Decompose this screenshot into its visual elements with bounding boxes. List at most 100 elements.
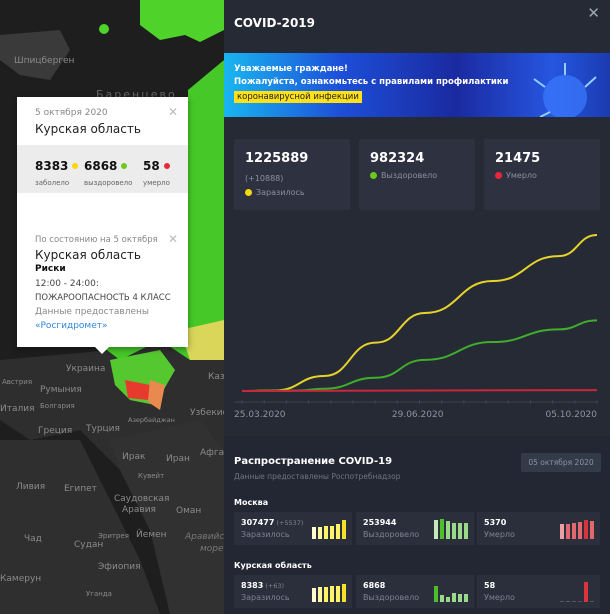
mini-bar [464,523,468,539]
close-icon[interactable]: ✕ [587,4,600,22]
map-label: Каз [208,372,224,382]
total-infected-delta: (+10888) [245,174,284,183]
risk-text: ПОЖАРООПАСНОСТЬ 4 КЛАСС [35,293,171,303]
mini-bar [336,586,340,602]
map-canvas[interactable] [0,0,224,614]
mini-bar [324,587,328,602]
map-label: Аравийское [185,532,224,542]
map-label: Чад [24,534,42,544]
region-popup: 5 октября 2020 Курская область ✕ 8383 заб… [17,97,188,354]
map-label: Эфиопия [98,562,141,572]
mini-bar [590,601,594,602]
map[interactable]: Шпицберген Баренцево Украина Австрия Рум… [0,0,224,614]
map-label: Румыния [40,385,82,395]
stat-label: Заразилось [241,530,290,539]
x-tick-label: 25.03.2020 [234,410,286,420]
total-recovered-value: 982324 [370,151,425,166]
mini-bar [312,588,316,602]
total-deaths-value: 21475 [495,151,541,166]
total-infected-label: Заразилось [245,188,305,197]
map-label: Австрия [2,378,33,386]
mini-bar [590,521,594,539]
section-subtitle: Данные предоставлены Роспотребнадзор [234,472,401,481]
region-stat-card: 5370 Умерло [477,512,600,545]
panel-title: COVID-2019 [234,16,315,30]
series-line-deaths [241,389,598,392]
prevention-banner[interactable]: Уважаемые граждане! Пожалуйста, ознакомь… [224,53,610,117]
virus-icon [533,63,597,117]
banner-line1: Уважаемые граждане! [234,64,348,74]
map-label: Иран [166,454,190,464]
mini-bar [434,520,438,539]
map-label: Египет [64,484,97,494]
stat-label: Умерло [484,593,515,602]
mini-bar [578,601,582,602]
mini-bar [560,601,564,602]
green-dot-icon [121,163,128,169]
mini-bar [342,584,346,602]
yellow-dot-icon [245,189,252,196]
map-label: Кувейт [138,472,165,480]
mini-bar-chart [312,519,346,539]
date-selector[interactable]: 05 октября 2020 [521,453,601,472]
region-stat-card: 307477 (+5537) Заразилось [234,512,352,545]
total-recovered-card: 982324 Выздоровело [359,139,475,210]
region-stat-card: 253944 Выздоровело [356,512,474,545]
mini-bar [566,524,570,539]
mini-bar [572,523,576,539]
series-line-infected [241,234,598,392]
total-deaths-label: Умерло [495,171,537,180]
map-label: Уганда [86,590,112,598]
total-infected-value: 1225889 [245,151,309,166]
map-label: Шпицберген [14,56,75,66]
source-label: Данные предоставлены [35,307,149,317]
mini-bar [330,586,334,602]
mini-bar-chart [312,582,346,602]
map-label: Ливия [16,482,46,492]
red-dot-icon [163,163,170,169]
map-label: Эритрея [98,532,129,540]
risk-heading: Риски [35,264,66,274]
stat-value: 253944 [363,518,397,527]
mini-bar [560,524,564,539]
popup-region: Курская область [35,122,141,136]
red-dot-icon [495,172,502,179]
mini-bar [336,524,340,539]
mini-bar [330,526,334,539]
stat-label: Выздоровело [363,593,420,602]
region-stat-card: 58 Умерло [477,575,600,608]
map-label: Азербайджан [128,416,175,424]
popup-close-button[interactable]: ✕ [167,105,178,119]
map-label: Афган [200,448,224,458]
mini-bar [464,594,468,602]
stat-label: Умерло [484,530,515,539]
risk-close-button[interactable]: ✕ [167,232,178,246]
mini-bar-chart [560,582,594,602]
mini-bar-chart [434,582,468,602]
risk-region: Курская область [35,248,141,262]
stat-value: 307477 (+5537) [241,518,304,527]
popup-stat-recovered: 6868 выздоровело [84,159,133,187]
mini-bar [318,587,322,602]
map-label: Аравия [122,505,156,515]
cases-chart[interactable]: 25.03.2020 29.06.2020 05.10.2020 [224,220,610,425]
map-label: Судан [74,540,104,550]
region-stat-card: 6868 Выздоровело [356,575,474,608]
mini-bar [324,526,328,539]
map-label: Ирак [122,452,146,462]
mini-bar [566,601,570,602]
total-deaths-card: 21475 Умерло [484,139,600,210]
mini-bar [578,522,582,539]
stat-label: Выздоровело [363,530,420,539]
series-line-recovered [241,319,598,392]
mini-bar [452,523,456,539]
map-label: Греция [38,426,73,436]
x-tick-label: 05.10.2020 [545,410,597,420]
region-name: Москва [234,498,269,507]
mini-bar [584,520,588,539]
total-recovered-label: Выздоровело [370,171,437,180]
source-link[interactable]: «Росгидромет» [35,321,108,331]
mini-bar [584,582,588,602]
banner-line2: Пожалуйста, ознакомьтесь с правилами про… [234,77,509,87]
mini-bar [572,601,576,602]
